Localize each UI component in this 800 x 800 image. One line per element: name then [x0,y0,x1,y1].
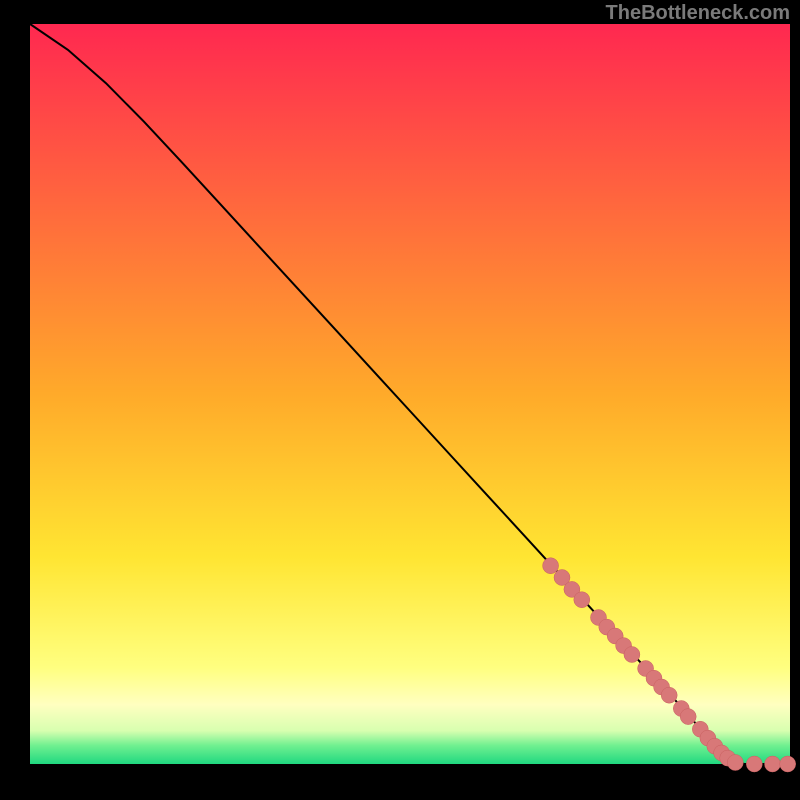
watermark-text: TheBottleneck.com [606,2,790,25]
plot-area [30,24,790,764]
chart-container: TheBottleneck.com [0,0,800,800]
gradient-background [30,24,790,764]
